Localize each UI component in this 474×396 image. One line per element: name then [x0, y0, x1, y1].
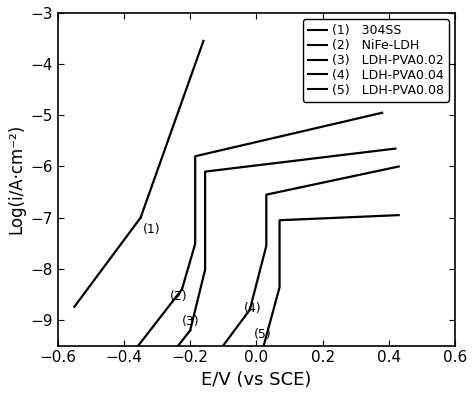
- Text: (4): (4): [244, 303, 262, 315]
- Text: (3): (3): [182, 315, 199, 328]
- Legend: (1)   304SS, (2)   NiFe-LDH, (3)   LDH-PVA0.02, (4)   LDH-PVA0.04, (5)   LDH-PVA: (1) 304SS, (2) NiFe-LDH, (3) LDH-PVA0.02…: [303, 19, 449, 102]
- Y-axis label: Log(i/A·cm⁻²): Log(i/A·cm⁻²): [7, 124, 25, 234]
- Text: (1): (1): [143, 223, 161, 236]
- Text: (2): (2): [170, 289, 187, 303]
- X-axis label: E/V (vs SCE): E/V (vs SCE): [201, 371, 311, 389]
- Text: (5): (5): [254, 328, 272, 341]
